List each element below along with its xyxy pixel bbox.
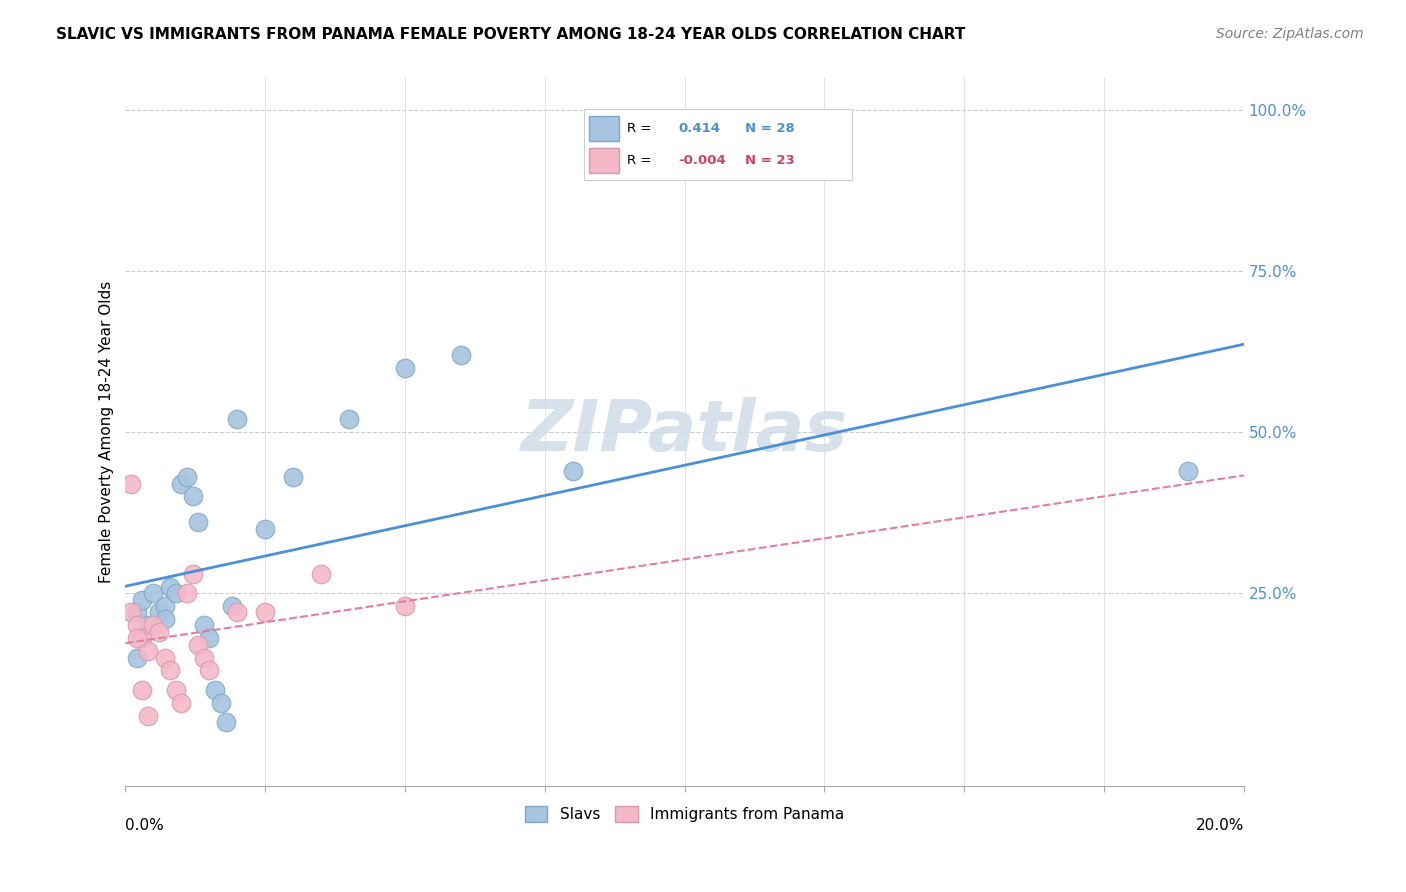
- Point: [215, 714, 238, 729]
- Point: [309, 566, 332, 581]
- Point: [198, 632, 221, 646]
- Point: [198, 664, 221, 678]
- Point: [142, 618, 165, 632]
- Y-axis label: Female Poverty Among 18-24 Year Olds: Female Poverty Among 18-24 Year Olds: [100, 281, 114, 583]
- Point: [170, 476, 193, 491]
- Point: [165, 586, 187, 600]
- Point: [221, 599, 243, 613]
- Point: [136, 708, 159, 723]
- Point: [131, 592, 153, 607]
- Point: [337, 412, 360, 426]
- Text: ZIPatlas: ZIPatlas: [522, 398, 848, 467]
- Point: [181, 490, 204, 504]
- Point: [181, 566, 204, 581]
- Point: [159, 664, 181, 678]
- Point: [131, 632, 153, 646]
- Point: [283, 470, 305, 484]
- Point: [187, 515, 209, 529]
- Point: [176, 586, 198, 600]
- Point: [148, 624, 170, 639]
- Point: [136, 618, 159, 632]
- Point: [254, 522, 277, 536]
- Point: [394, 599, 416, 613]
- Point: [153, 612, 176, 626]
- Point: [159, 580, 181, 594]
- Point: [193, 618, 215, 632]
- Point: [120, 606, 142, 620]
- Point: [170, 696, 193, 710]
- Point: [187, 638, 209, 652]
- Point: [120, 476, 142, 491]
- Point: [136, 644, 159, 658]
- Text: SLAVIC VS IMMIGRANTS FROM PANAMA FEMALE POVERTY AMONG 18-24 YEAR OLDS CORRELATIO: SLAVIC VS IMMIGRANTS FROM PANAMA FEMALE …: [56, 27, 966, 42]
- Point: [226, 412, 249, 426]
- Text: 20.0%: 20.0%: [1195, 818, 1244, 833]
- Point: [148, 606, 170, 620]
- Point: [142, 586, 165, 600]
- Point: [394, 360, 416, 375]
- Point: [254, 606, 277, 620]
- Text: Source: ZipAtlas.com: Source: ZipAtlas.com: [1216, 27, 1364, 41]
- Point: [193, 650, 215, 665]
- Point: [450, 348, 472, 362]
- Point: [153, 599, 176, 613]
- Point: [125, 632, 148, 646]
- Point: [131, 682, 153, 697]
- Point: [176, 470, 198, 484]
- Point: [1177, 464, 1199, 478]
- Point: [209, 696, 232, 710]
- Point: [153, 650, 176, 665]
- Point: [125, 618, 148, 632]
- Point: [204, 682, 226, 697]
- Point: [125, 650, 148, 665]
- Point: [561, 464, 583, 478]
- Point: [226, 606, 249, 620]
- Point: [165, 682, 187, 697]
- Point: [125, 606, 148, 620]
- Text: 0.0%: 0.0%: [125, 818, 165, 833]
- Legend: Slavs, Immigrants from Panama: Slavs, Immigrants from Panama: [519, 800, 851, 829]
